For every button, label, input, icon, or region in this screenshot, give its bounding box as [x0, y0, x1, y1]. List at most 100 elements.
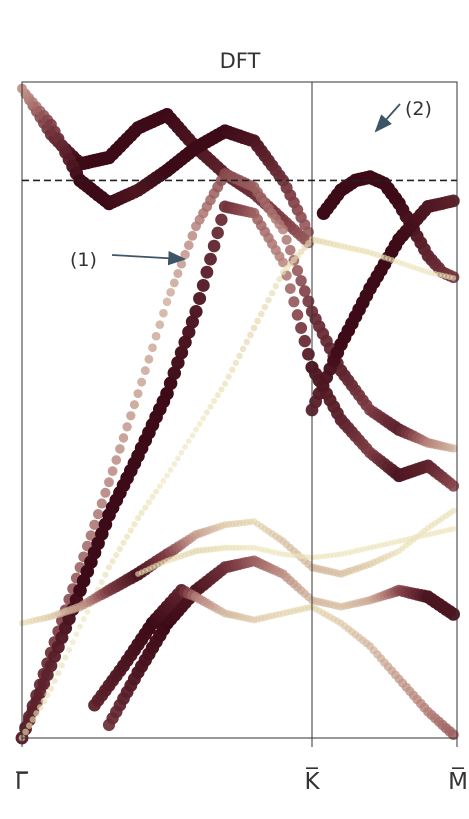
band-point	[180, 249, 190, 260]
band-point	[162, 297, 172, 307]
band-point	[167, 467, 174, 473]
band-point	[302, 347, 315, 361]
band-point	[239, 345, 247, 353]
band-point	[66, 646, 73, 653]
band-point	[80, 616, 87, 623]
band-point	[298, 285, 311, 297]
band-point	[127, 527, 134, 534]
band-point	[243, 338, 251, 346]
band-point	[40, 697, 47, 705]
band-point	[196, 278, 210, 292]
band-point	[449, 444, 458, 453]
band-point	[189, 305, 203, 319]
band-point	[446, 607, 460, 621]
annotation-label: (1)	[70, 249, 97, 271]
band-point	[123, 533, 131, 540]
band-point	[279, 269, 287, 276]
band-point	[285, 244, 296, 256]
band-point	[185, 315, 199, 329]
band-point	[175, 455, 181, 462]
band-point	[225, 373, 232, 380]
band-point	[29, 716, 37, 723]
band-point	[295, 322, 308, 334]
band-point	[89, 519, 100, 530]
band-point	[221, 380, 229, 387]
band-point	[207, 403, 214, 410]
band-point	[167, 366, 182, 380]
band-point	[160, 477, 167, 484]
band-point	[287, 260, 294, 268]
band-point	[302, 295, 315, 308]
band-point	[55, 670, 62, 677]
annotation-label: (2)	[405, 98, 432, 120]
band-point	[250, 324, 258, 332]
band-point	[247, 331, 254, 339]
band-point	[122, 422, 132, 432]
band-point	[178, 335, 192, 349]
band-point	[120, 539, 127, 546]
band-point	[200, 265, 214, 279]
band-point	[236, 352, 243, 360]
band-point	[174, 345, 189, 360]
band-point	[155, 320, 165, 330]
band-point	[111, 455, 122, 465]
band-point	[204, 252, 217, 266]
band-point	[278, 224, 288, 235]
band-point	[77, 623, 83, 630]
band-point	[26, 722, 33, 729]
band-point	[187, 230, 198, 241]
band-point	[36, 704, 44, 711]
band-point	[171, 356, 185, 370]
band-point	[33, 710, 40, 717]
band-point	[159, 308, 168, 318]
band-point	[302, 226, 314, 238]
band-point	[163, 376, 178, 391]
band-point	[105, 564, 113, 571]
band-point	[44, 691, 51, 699]
band-point	[207, 239, 221, 253]
band-point	[84, 608, 91, 615]
band-point	[291, 265, 304, 277]
band-point	[153, 488, 160, 495]
band-point	[193, 291, 207, 306]
band-point	[109, 558, 116, 565]
plot-frame	[21, 81, 458, 739]
band-point	[138, 509, 145, 516]
band-point	[144, 354, 154, 364]
band-points	[15, 83, 460, 745]
band-point	[116, 545, 124, 553]
band-point	[447, 194, 460, 208]
band-point	[140, 366, 150, 376]
band-point	[185, 438, 192, 445]
band-point	[258, 310, 265, 318]
band-point	[215, 213, 228, 226]
band-point	[284, 283, 296, 294]
band-point	[151, 331, 161, 341]
x-tick-label: K̅	[304, 767, 320, 795]
band-point	[133, 389, 143, 399]
band-point	[166, 287, 175, 297]
band-point	[268, 289, 276, 297]
band-point	[276, 276, 283, 283]
band-point	[189, 432, 196, 439]
band-point	[278, 257, 288, 268]
band-point	[254, 317, 261, 325]
band-point	[272, 283, 279, 290]
band-point	[218, 386, 225, 393]
band-point	[178, 449, 185, 456]
band-point	[184, 240, 194, 250]
band-point	[137, 377, 147, 387]
band-point	[92, 508, 104, 520]
band-point	[288, 296, 300, 308]
band-point	[156, 483, 163, 490]
band-point	[100, 487, 111, 498]
band-point	[214, 392, 221, 399]
band-point	[98, 579, 105, 586]
band-point	[145, 499, 152, 506]
band-point	[115, 444, 125, 454]
band-point	[448, 729, 459, 741]
band-point	[229, 366, 236, 373]
band-point	[203, 409, 210, 416]
band-point	[450, 275, 457, 281]
band-point	[173, 268, 183, 279]
